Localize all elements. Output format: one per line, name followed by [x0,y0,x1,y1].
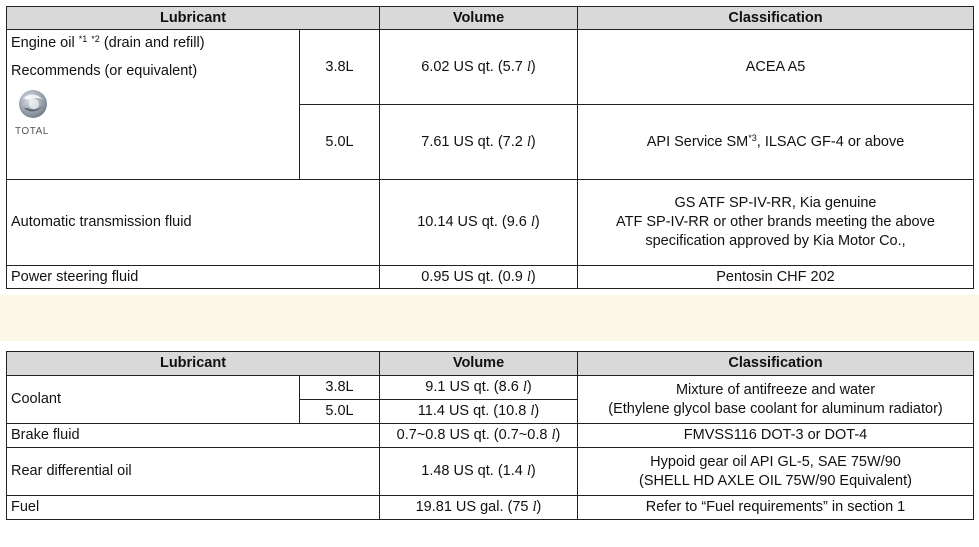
engine-oil-38-classification: ACEA A5 [577,29,974,105]
coolant-50-engine: 5.0L [299,399,380,424]
coolant-38-engine: 3.8L [299,375,380,400]
table-header-row: Lubricant Volume Classification [6,351,974,376]
table-row-brake: Brake fluid 0.7~0.8 US qt. (0.7~0.8 l) F… [6,423,974,448]
table-row-engine-oil-50: 5.0L 7.61 US qt. (7.2 l) API Service SM*… [7,104,974,180]
fuel-classification: Refer to “Fuel requirements” in section … [577,495,974,520]
table-row-fuel: Fuel 19.81 US gal. (75 l) Refer to “Fuel… [6,495,974,520]
engine-oil-50-volume: 7.61 US qt. (7.2 l) [379,104,578,180]
brake-classification: FMVSS116 DOT-3 or DOT-4 [577,423,974,448]
power-steering-volume: 0.95 US qt. (0.9 l) [379,265,578,289]
atf-classification: GS ATF SP-IV-RR, Kia genuine ATF SP-IV-R… [577,179,974,266]
header-volume: Volume [379,6,578,30]
coolant-label: Coolant [6,375,300,424]
engine-oil-label: Engine oil *1 *2 (drain and refill) [11,34,205,52]
rear-diff-classification: Hypoid gear oil API GL-5, SAE 75W/90 (SH… [577,447,974,496]
lubricant-table-1: Lubricant Volume Classification Engine o… [6,6,974,289]
lubricant-table-2: Lubricant Volume Classification Coolant … [6,351,974,520]
brake-volume: 0.7~0.8 US qt. (0.7~0.8 l) [379,423,578,448]
table-row-atf: Automatic transmission fluid 10.14 US qt… [6,179,974,266]
coolant-classification: Mixture of antifreeze and water (Ethylen… [577,375,974,424]
engine-38-cell: 3.8L [299,29,380,105]
engine-oil-38-volume: 6.02 US qt. (5.7 l) [379,29,578,105]
header-classification: Classification [577,6,974,30]
total-brand-text: TOTAL [15,126,49,137]
engine-oil-50-classification: API Service SM*3, ILSAC GF-4 or above [577,104,974,180]
coolant-38-volume: 9.1 US qt. (8.6 l) [379,375,578,400]
brake-label: Brake fluid [6,423,380,448]
coolant-50-volume: 11.4 US qt. (10.8 l) [379,399,578,424]
engine-oil-cell: Engine oil *1 *2 (drain and refill) Reco… [6,29,300,180]
recommends-label: Recommends (or equivalent) [11,63,198,79]
header-volume: Volume [379,351,578,376]
table-header-row: Lubricant Volume Classification [6,6,974,30]
header-lubricant: Lubricant [6,351,380,376]
fuel-label: Fuel [6,495,380,520]
table-row-coolant-38: Coolant 3.8L 9.1 US qt. (8.6 l) Mixture … [6,375,974,424]
table-row-engine-oil-38: Engine oil *1 *2 (drain and refill) Reco… [6,29,974,180]
table-row-power-steering: Power steering fluid 0.95 US qt. (0.9 l)… [6,265,974,289]
engine-50-cell: 5.0L [299,104,380,180]
header-lubricant: Lubricant [6,6,380,30]
fuel-volume: 19.81 US gal. (75 l) [379,495,578,520]
rear-diff-label: Rear differential oil [6,447,380,496]
power-steering-classification: Pentosin CHF 202 [577,265,974,289]
total-logo-icon [19,90,47,118]
separator-band [0,295,979,341]
atf-label: Automatic transmission fluid [6,179,380,266]
header-classification: Classification [577,351,974,376]
atf-volume: 10.14 US qt. (9.6 l) [379,179,578,266]
power-steering-label: Power steering fluid [6,265,380,289]
table-row-coolant-50: 5.0L 11.4 US qt. (10.8 l) [7,399,974,424]
rear-diff-volume: 1.48 US qt. (1.4 l) [379,447,578,496]
table-row-rear-diff: Rear differential oil 1.48 US qt. (1.4 l… [6,447,974,496]
